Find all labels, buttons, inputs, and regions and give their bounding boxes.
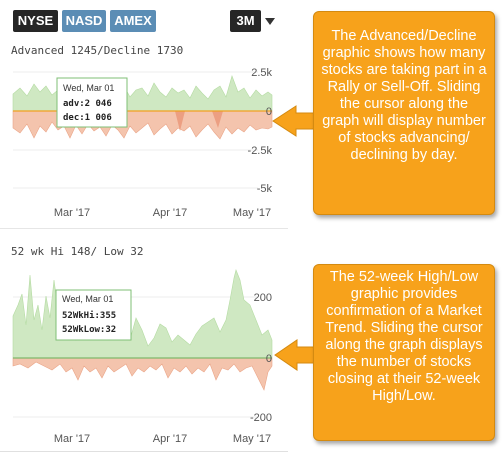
advance-decline-title: Advanced 1245/Decline 1730 — [11, 44, 184, 57]
high-low-title: 52 wk Hi 148/ Low 32 — [11, 245, 144, 258]
ad-y-tick: 2.5k — [251, 67, 272, 79]
low-area — [12, 357, 273, 391]
ad-tooltip-box — [56, 77, 128, 128]
ad-tooltip-date: Wed, Mar 01 — [63, 83, 114, 93]
hl-y-tick: -200 — [250, 412, 272, 424]
ad-tooltip-adv: adv:2 046 — [63, 99, 112, 109]
high-low-callout: The 52-week High/Low graphic provides co… — [313, 264, 495, 441]
hl-x-tick: May '17 — [233, 433, 271, 445]
breadth-charts[interactable]: 2.5k 0 -2.5k -5k Mar '17 Apr '17 May '17… — [0, 0, 288, 453]
hl-x-tick: Mar '17 — [54, 433, 90, 445]
ad-y-tick: -2.5k — [248, 145, 273, 157]
tab-nyse[interactable]: NYSE — [13, 10, 58, 32]
tab-nasd[interactable]: NASD — [62, 10, 106, 32]
ad-tooltip: Wed, Mar 01 adv:2 046 dec:1 006 — [56, 77, 128, 128]
hl-y-tick: 0 — [266, 353, 272, 365]
ad-x-tick: May '17 — [233, 207, 271, 219]
ad-tooltip-dec: dec:1 006 — [63, 113, 112, 123]
market-breadth-panel: NYSE NASD AMEX 3M Advanced 1245/Decline … — [0, 0, 288, 453]
ad-x-tick: Apr '17 — [153, 207, 188, 219]
tab-amex[interactable]: AMEX — [110, 10, 156, 32]
range-dropdown[interactable]: 3M — [230, 10, 275, 32]
hl-tooltip: Wed, Mar 01 52WkHi:355 52WkLow:32 — [55, 289, 132, 341]
ad-y-tick: 0 — [266, 106, 272, 118]
hl-tooltip-date: Wed, Mar 01 — [62, 294, 113, 304]
high-low-chart[interactable]: 200 0 -200 Mar '17 Apr '17 May '17 Wed, … — [12, 269, 273, 445]
advance-area — [12, 75, 273, 112]
hl-tooltip-box — [55, 289, 132, 341]
hl-tooltip-low: 52WkLow:32 — [62, 325, 116, 335]
hl-tooltip-high: 52WkHi:355 — [62, 310, 116, 321]
hl-y-tick: 200 — [254, 292, 272, 304]
section-divider — [0, 228, 288, 229]
decline-area — [12, 110, 273, 140]
high-low-callout-text: The 52-week High/Low graphic provides co… — [325, 269, 483, 404]
hl-x-tick: Apr '17 — [153, 433, 188, 445]
advance-decline-chart[interactable]: 2.5k 0 -2.5k -5k Mar '17 Apr '17 May '17… — [12, 67, 273, 219]
ad-y-tick: -5k — [257, 183, 273, 195]
ad-x-tick: Mar '17 — [54, 207, 90, 219]
panel-border — [0, 451, 288, 452]
advance-decline-callout-text: The Advanced/Decline graphic shows how m… — [321, 28, 487, 163]
advance-decline-callout: The Advanced/Decline graphic shows how m… — [313, 11, 495, 215]
caret-down-icon[interactable] — [265, 17, 275, 25]
high-area — [12, 269, 273, 359]
range-selected-value[interactable]: 3M — [230, 10, 261, 32]
